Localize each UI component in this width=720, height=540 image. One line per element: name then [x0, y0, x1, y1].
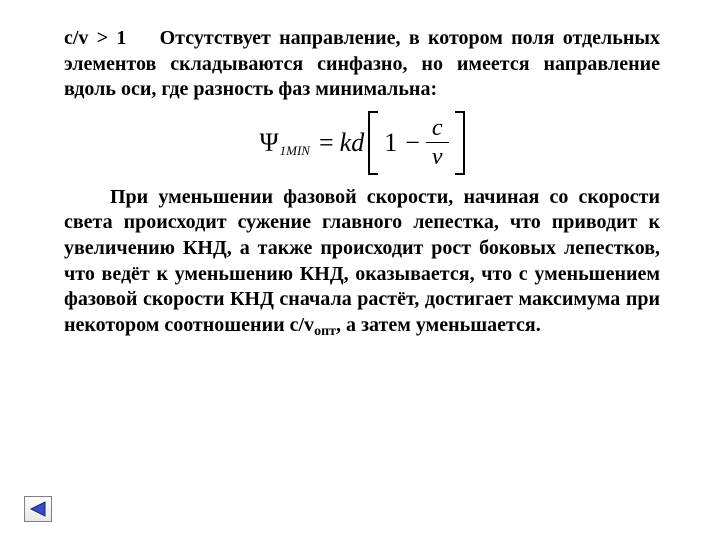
- back-arrow-icon: [29, 501, 47, 517]
- fraction-denominator: v: [426, 145, 449, 169]
- fraction-numerator: c: [426, 116, 449, 140]
- paragraph-1: c/v > 1 Отсутствует направление, в котор…: [64, 26, 660, 103]
- right-bracket: [455, 111, 465, 175]
- minus-sign: −: [405, 128, 420, 158]
- equals-sign: =: [319, 128, 334, 158]
- kd-term: kd: [340, 128, 365, 158]
- formula: Ψ 1MIN = kd 1 − c v: [259, 111, 464, 175]
- fraction-bar: [426, 142, 449, 143]
- one: 1: [384, 128, 397, 158]
- slide-page: c/v > 1 Отсутствует направление, в котор…: [0, 0, 720, 540]
- formula-block: Ψ 1MIN = kd 1 − c v: [64, 111, 660, 175]
- psi-subscript: 1MIN: [280, 143, 310, 159]
- left-bracket: [368, 111, 378, 175]
- fraction: c v: [426, 116, 449, 169]
- back-button[interactable]: [24, 496, 52, 522]
- paragraph-1-body: Отсутствует направление, в котором поля …: [64, 27, 660, 100]
- bracket-content: 1 − c v: [380, 111, 452, 175]
- cv-condition: c/v > 1: [64, 27, 126, 49]
- paragraph-2-b: , а затем уменьшается.: [336, 314, 541, 336]
- cv-opt-subscript: опт: [314, 324, 336, 339]
- paragraph-2: При уменьшении фазовой скорости, начиная…: [64, 185, 660, 339]
- psi-symbol: Ψ: [259, 128, 278, 158]
